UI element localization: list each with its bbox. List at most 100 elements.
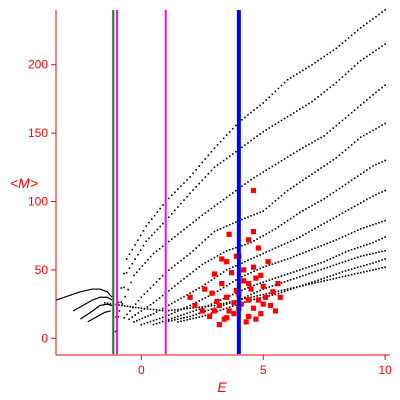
- series-0-curve-6-point-59: [320, 245, 322, 247]
- series-0-curve-10-point-33: [201, 306, 204, 308]
- series-0-curve-4-point-26: [207, 260, 210, 262]
- series-0-curve-5-point-28: [216, 275, 219, 277]
- series-0-curve-10-point-34: [204, 305, 207, 308]
- series-0-curve-4-point-30: [219, 253, 222, 255]
- series-0-curve-0-point-26: [186, 179, 188, 181]
- series-0-curve-6-point-51: [295, 254, 298, 257]
- series-0-curve-6-point-71: [356, 229, 359, 232]
- axis-labels: 0 50 100 150 200 0 5 10 <M> E: [10, 58, 392, 395]
- series-0-curve-6-point-9: [167, 314, 170, 316]
- red-point-17: [219, 281, 225, 287]
- series-0-curve-2-point-23: [186, 226, 188, 228]
- series-0-curve-6-point-34: [244, 274, 246, 277]
- series-0-curve-4-point-60: [311, 204, 313, 207]
- series-0-curve-4-point-77: [362, 171, 365, 173]
- series-0-curve-5-point-20: [192, 290, 194, 293]
- series-0-curve-0-point-4: [123, 272, 125, 275]
- series-0-curve-5-point-77: [366, 198, 368, 201]
- series-0-curve-4-point-80: [372, 165, 374, 167]
- series-0-curve-1-point-5: [128, 267, 131, 269]
- series-0-curve-10-point-60: [283, 288, 286, 291]
- series-0-curve-0-point-73: [329, 51, 332, 54]
- series-0-curve-5-point-65: [329, 219, 332, 221]
- red-point-53: [216, 322, 222, 328]
- series-0-curve-8-point-3: [174, 319, 176, 321]
- series-0-curve-2-point-84: [372, 94, 374, 96]
- series-0-curve-5-point-37: [244, 260, 246, 263]
- series-0-curve-3-point-47: [265, 207, 268, 210]
- series-0-curve-5-point-3: [141, 317, 144, 320]
- red-point-7: [216, 302, 222, 309]
- series-0-curve-1-point-84: [366, 55, 368, 58]
- red-point-26: [270, 289, 276, 295]
- red-point-18: [228, 270, 235, 276]
- series-0-curve-0-point-77: [341, 42, 344, 44]
- series-0-curve-6-point-20: [201, 298, 204, 301]
- series-0-curve-6-point-3: [149, 320, 152, 323]
- series-0-curve-1-point-24: [183, 199, 185, 201]
- series-0-curve-3-point-82: [372, 129, 374, 132]
- series-0-curve-3-point-86: [384, 122, 386, 125]
- series-0-curve-5-point-71: [347, 208, 350, 211]
- series-0-curve-2-point-48: [262, 171, 265, 173]
- series-0-curve-0-point-83: [359, 26, 362, 29]
- red-point-28: [209, 290, 215, 296]
- series-0-curve-8-point-43: [295, 276, 298, 279]
- series-0-curve-1-point-16: [159, 225, 161, 228]
- series-0-curve-2-point-78: [353, 109, 356, 112]
- series-0-curve-9-point-36: [286, 289, 289, 292]
- series-0-curve-9-point-22: [244, 301, 246, 303]
- series-0-curve-3-point-29: [210, 233, 213, 236]
- series-0-curve-1-point-52: [268, 127, 271, 129]
- series-0-curve-4-point-68: [335, 189, 338, 192]
- series-0-curve-0-point-10: [139, 234, 142, 237]
- series-0-curve-7-point-29: [241, 289, 243, 292]
- series-0-curve-10-point-16: [149, 308, 152, 311]
- series-0-curve-3-point-7: [143, 293, 146, 295]
- series-0-curve-4-point-14: [171, 287, 173, 290]
- series-0-curve-6-point-0: [140, 323, 143, 326]
- series-0-curve-4-point-53: [289, 217, 292, 220]
- series-0-curve-4-point-32: [225, 249, 228, 252]
- series-0-curve-8-point-9: [192, 314, 194, 317]
- red-point-16: [260, 283, 266, 289]
- series-0-curve-9-point-11: [210, 312, 213, 315]
- series-0-curve-10-point-15: [146, 308, 149, 310]
- series-0-curve-9-point-25: [253, 298, 255, 301]
- series-0-curve-7-point-3: [161, 320, 164, 323]
- series-0-curve-0-point-80: [350, 34, 353, 37]
- series-0-curve-7-point-40: [274, 277, 277, 279]
- series-0-curve-4-point-44: [262, 234, 265, 237]
- series-0-curve-5-point-40: [253, 256, 255, 259]
- series-0-curve-6-point-79: [381, 220, 383, 223]
- series-0-curve-6-point-45: [277, 261, 280, 263]
- series-0-curve-3-point-81: [369, 131, 371, 133]
- series-0-curve-0-point-74: [332, 49, 335, 52]
- series-0-curve-2-point-67: [320, 136, 322, 139]
- series-0-curve-8-point-1: [167, 320, 170, 323]
- series-0-curve-3-point-44: [256, 212, 258, 215]
- series-0-curve-3-point-10: [152, 284, 155, 286]
- series-0-curve-3-point-13: [161, 274, 164, 277]
- series-0-curve-3-point-39: [241, 218, 243, 221]
- series-0-curve-1-point-53: [271, 125, 274, 127]
- series-0-curve-0-point-63: [299, 71, 301, 74]
- series-0-curve-3-point-18: [177, 262, 179, 264]
- series-0-curve-0-point-13: [148, 221, 150, 224]
- series-0-curve-10-point-42: [228, 301, 231, 303]
- series-0-curve-10-point-25: [177, 308, 179, 311]
- series-0-curve-2-point-58: [292, 152, 295, 155]
- series-0-curve-0-point-8: [134, 244, 136, 246]
- series-0-curve-1-point-89: [381, 45, 383, 48]
- series-0-curve-10-point-79: [341, 275, 344, 278]
- series-0-curve-1-point-51: [265, 129, 268, 131]
- series-0-curve-5-point-44: [265, 251, 268, 253]
- series-0-curve-10-point-11: [134, 306, 137, 309]
- series-0-curve-10-point-17: [152, 308, 155, 311]
- series-0-curve-10-point-10: [132, 306, 134, 308]
- series-0-curve-5-point-32: [228, 267, 231, 270]
- series-0-curve-7-point-59: [332, 256, 335, 259]
- series-0-curve-2-point-64: [311, 141, 313, 144]
- series-0-curve-1-point-0: [114, 330, 117, 333]
- series-0-curve-9-point-58: [353, 267, 356, 270]
